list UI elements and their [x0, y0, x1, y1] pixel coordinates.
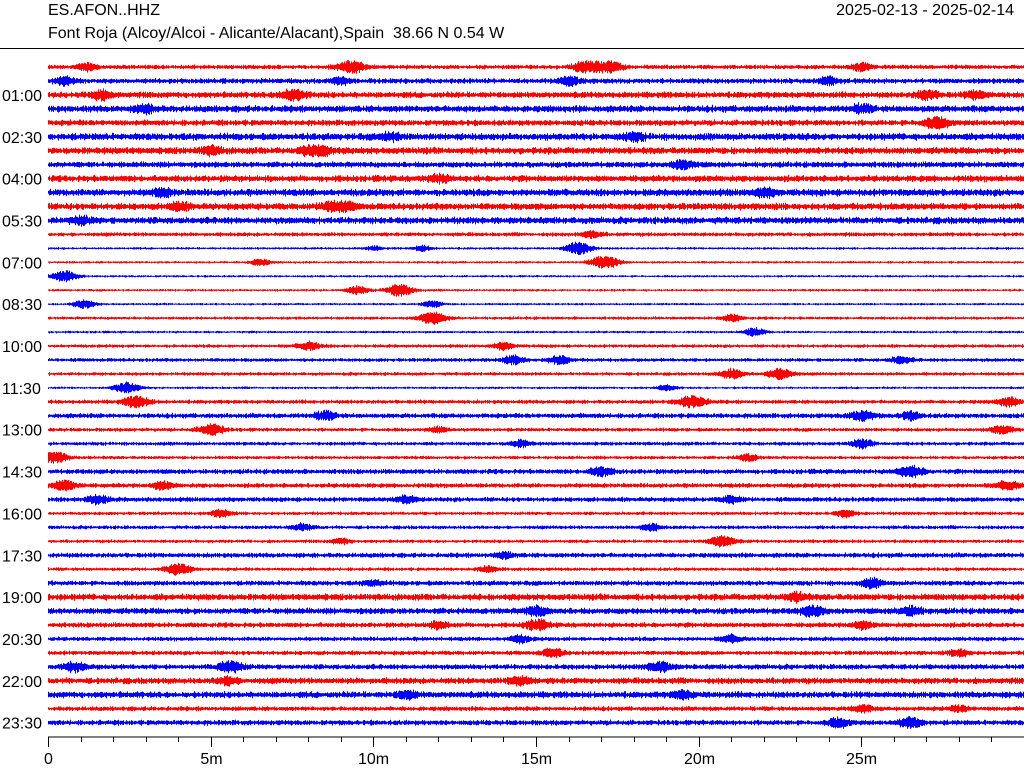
trace-row: [48, 381, 1024, 394]
row-time-label: 17:30: [2, 548, 42, 565]
trace-row: [48, 633, 1024, 645]
row-time-label: 04:00: [2, 172, 42, 189]
x-tick-label: 15m: [521, 751, 552, 768]
trace-row: [48, 590, 1024, 604]
row-time-label: 14:30: [2, 465, 42, 482]
trace-row: [48, 270, 1024, 283]
trace-row: [48, 576, 1024, 590]
trace-row: [48, 256, 1024, 269]
trace-row: [48, 230, 1024, 239]
row-time-label: 22:00: [2, 674, 42, 691]
trace-row: [48, 102, 1024, 116]
x-tick-label: 20m: [684, 751, 715, 768]
station-location: Font Roja (Alcoy/Alcoi - Alicante/Alacan…: [48, 25, 505, 42]
trace-row: [48, 689, 1024, 701]
trace-row: [48, 618, 1024, 632]
trace-row: [48, 704, 1024, 714]
x-tick-label: 25m: [846, 751, 877, 768]
trace-row: [48, 116, 1024, 130]
trace-row: [48, 340, 1024, 352]
x-tick-label: 5m: [200, 751, 222, 768]
trace-row: [48, 299, 1024, 309]
trace-row: [48, 395, 1024, 409]
row-time-label: 16:00: [2, 506, 42, 523]
trace-row: [48, 214, 1024, 227]
trace-row: [48, 367, 1024, 381]
row-time-labels: 01:00 02:30 04:00 05:30 07:00 08:30 10:00 11:30…: [2, 88, 42, 733]
trace-row: [48, 284, 1024, 297]
trace-row: [48, 130, 1024, 144]
x-axis: 0 5m 10m 15m 20m 25m: [44, 736, 1024, 768]
row-time-label: 19:00: [2, 590, 42, 607]
date-range: 2025-02-13 - 2025-02-14: [836, 2, 1014, 19]
trace-row: [48, 241, 1024, 255]
row-time-label: 13:00: [2, 423, 42, 440]
row-time-label: 05:30: [2, 213, 42, 230]
station-code: ES.AFON..HHZ: [48, 2, 161, 19]
trace-group: [48, 60, 1024, 729]
trace-row: [48, 493, 1024, 506]
row-time-label: 08:30: [2, 297, 42, 314]
trace-row: [48, 522, 1024, 532]
row-time-label: 07:00: [2, 255, 42, 272]
trace-row: [48, 144, 1024, 158]
trace-row: [48, 438, 1024, 450]
trace-row: [48, 451, 1024, 464]
trace-row: [48, 159, 1024, 171]
row-time-label: 01:00: [2, 88, 42, 105]
trace-row: [48, 674, 1024, 687]
trace-row: [48, 508, 1024, 519]
trace-row: [48, 423, 1024, 436]
trace-row: [48, 60, 1024, 74]
trace-row: [48, 604, 1024, 618]
x-tick-label: 0: [44, 751, 53, 768]
x-tick-label: 10m: [358, 751, 389, 768]
row-time-label: 10:00: [2, 339, 42, 356]
row-time-label: 23:30: [2, 716, 42, 733]
trace-row: [48, 172, 1024, 185]
trace-row: [48, 311, 1024, 325]
trace-row: [48, 199, 1024, 214]
trace-row: [48, 464, 1024, 479]
row-time-label: 20:30: [2, 632, 42, 649]
trace-row: [48, 647, 1024, 659]
trace-row: [48, 479, 1024, 492]
row-time-label: 02:30: [2, 130, 42, 147]
trace-row: [48, 534, 1024, 548]
header-divider: [0, 48, 1024, 49]
trace-row: [48, 88, 1024, 102]
row-time-label: 11:30: [2, 381, 41, 398]
trace-row: [48, 327, 1024, 337]
trace-row: [48, 562, 1024, 576]
trace-row: [48, 716, 1024, 729]
trace-row: [48, 660, 1024, 674]
trace-row: [48, 354, 1024, 366]
trace-row: [48, 75, 1024, 87]
trace-row: [48, 550, 1024, 561]
trace-row: [48, 186, 1024, 200]
trace-row: [48, 409, 1024, 422]
